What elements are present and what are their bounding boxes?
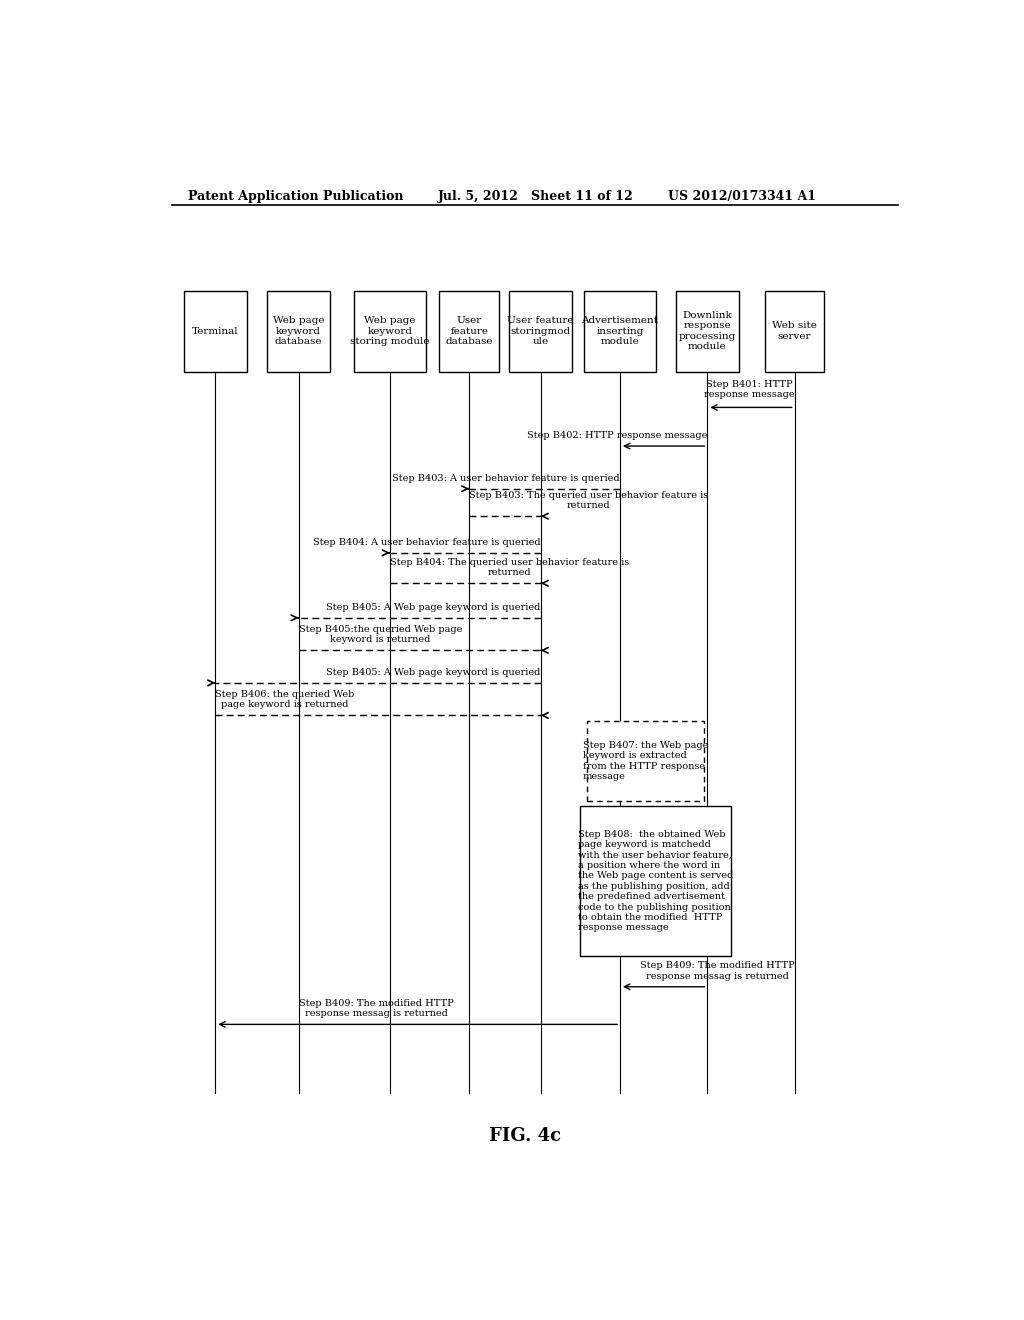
- Text: Step B404: A user behavior feature is queried: Step B404: A user behavior feature is qu…: [313, 537, 541, 546]
- Text: Step B401: HTTP
response message: Step B401: HTTP response message: [703, 380, 795, 399]
- Text: Downlink
response
processing
module: Downlink response processing module: [679, 312, 736, 351]
- Text: Step B408:  the obtained Web
page keyword is matchedd
with the user behavior fea: Step B408: the obtained Web page keyword…: [579, 830, 733, 932]
- Text: Jul. 5, 2012   Sheet 11 of 12: Jul. 5, 2012 Sheet 11 of 12: [437, 190, 633, 202]
- Text: Step B409: The modified HTTP
response messag is returned: Step B409: The modified HTTP response me…: [299, 999, 454, 1018]
- Bar: [354, 290, 426, 372]
- Text: User
feature
database: User feature database: [445, 317, 493, 346]
- Text: Step B409: The modified HTTP
response messag is returned: Step B409: The modified HTTP response me…: [640, 961, 795, 981]
- Text: Patent Application Publication: Patent Application Publication: [187, 190, 403, 202]
- Bar: [587, 722, 705, 801]
- Bar: [765, 290, 824, 372]
- Text: Web page
keyword
storing module: Web page keyword storing module: [350, 317, 430, 346]
- Bar: [581, 805, 731, 956]
- Bar: [509, 290, 572, 372]
- Text: Web page
keyword
database: Web page keyword database: [272, 317, 325, 346]
- Text: Step B405:the queried Web page
keyword is returned: Step B405:the queried Web page keyword i…: [299, 624, 462, 644]
- Text: Step B407: the Web page
keyword is extracted
from the HTTP response
message: Step B407: the Web page keyword is extra…: [583, 741, 709, 781]
- Text: Step B403: A user behavior feature is queried: Step B403: A user behavior feature is qu…: [392, 474, 620, 483]
- Text: FIG. 4c: FIG. 4c: [488, 1127, 561, 1146]
- Text: Step B406: the queried Web
page keyword is returned: Step B406: the queried Web page keyword …: [215, 690, 354, 709]
- Text: Web site
server: Web site server: [772, 322, 817, 341]
- Bar: [267, 290, 331, 372]
- Bar: [585, 290, 655, 372]
- Text: User feature
storingmod
ule: User feature storingmod ule: [508, 317, 573, 346]
- Bar: [439, 290, 499, 372]
- Text: Terminal: Terminal: [191, 326, 239, 335]
- Text: Step B404: The queried user behavior feature is
returned: Step B404: The queried user behavior fea…: [390, 558, 629, 577]
- Text: Step B405: A Web page keyword is queried: Step B405: A Web page keyword is queried: [327, 603, 541, 611]
- Text: Step B405: A Web page keyword is queried: Step B405: A Web page keyword is queried: [327, 668, 541, 677]
- Text: Step B402: HTTP response message: Step B402: HTTP response message: [527, 430, 708, 440]
- Text: Advertisement
inserting
module: Advertisement inserting module: [582, 317, 658, 346]
- Text: Step B403: The queried user behavior feature is
returned: Step B403: The queried user behavior fea…: [469, 491, 709, 510]
- Bar: [183, 290, 247, 372]
- Text: US 2012/0173341 A1: US 2012/0173341 A1: [668, 190, 816, 202]
- Bar: [676, 290, 739, 372]
